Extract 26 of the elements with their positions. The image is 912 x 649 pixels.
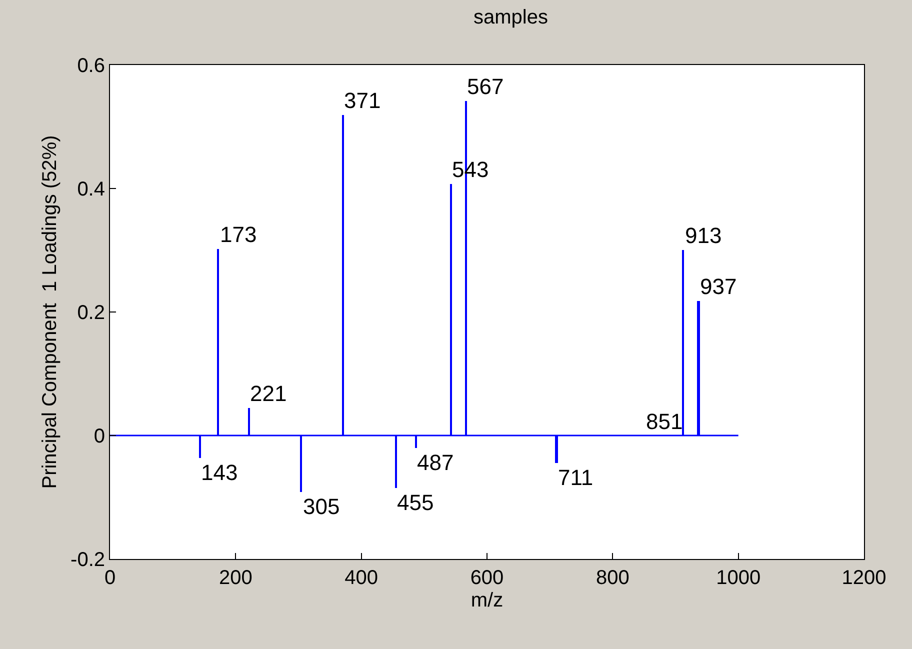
x-tick-label: 400 (344, 567, 378, 589)
annotation: 305 (303, 494, 340, 519)
annotation: 487 (417, 450, 454, 475)
y-tick-label: 0 (94, 426, 105, 448)
chart-title: samples (473, 6, 548, 29)
y-tick-label: 0.2 (77, 302, 105, 324)
annotation: 371 (344, 88, 381, 113)
y-tick-label: 0.6 (77, 55, 105, 77)
x-tick-label: 200 (218, 567, 252, 589)
annotation: 455 (397, 490, 434, 515)
annotation: 143 (201, 460, 238, 485)
annotation: 567 (467, 74, 504, 99)
x-tick-label: 1000 (716, 567, 761, 589)
annotation: 173 (220, 222, 257, 247)
y-axis-title: Principal Component 1 Loadings (52%) (39, 135, 62, 489)
y-tick-label: 0.4 (77, 178, 105, 200)
annotation: 937 (700, 274, 737, 299)
annotation: 913 (685, 223, 722, 248)
annotation: 221 (250, 381, 287, 406)
x-axis-title: m/z (470, 590, 504, 612)
annotation: 711 (558, 465, 594, 490)
y-tick-label: -0.2 (70, 549, 105, 571)
x-tick-label: 1200 (842, 567, 886, 589)
annotation: 851 (646, 409, 683, 434)
x-tick-label: 800 (596, 567, 630, 589)
x-tick-label: 600 (470, 567, 504, 589)
